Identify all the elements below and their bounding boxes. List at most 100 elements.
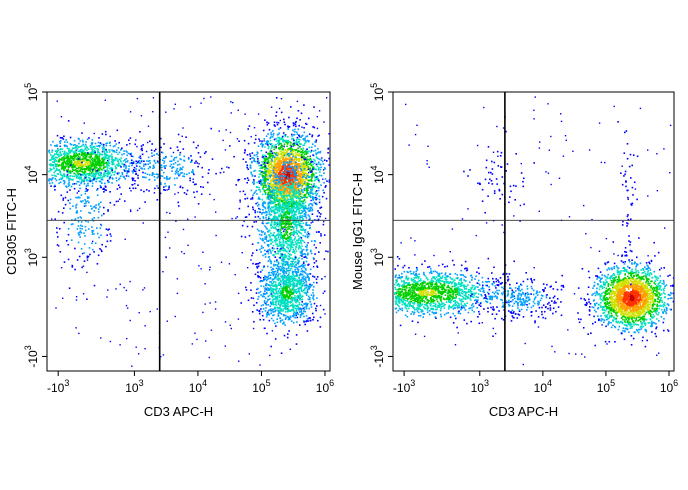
event-dot — [146, 173, 149, 176]
event-dot — [297, 141, 300, 143]
event-dot — [125, 158, 128, 160]
event-dot — [280, 223, 282, 226]
event-dot — [73, 172, 75, 175]
event-dot — [269, 248, 271, 251]
event-dot — [49, 169, 52, 171]
event-dot — [127, 152, 130, 155]
event-dot — [278, 193, 280, 196]
event-dot — [283, 134, 286, 136]
event-dot — [151, 173, 154, 176]
event-dot — [295, 220, 297, 223]
event-dot — [277, 209, 280, 212]
event-dot — [81, 252, 84, 255]
event-dot — [244, 198, 246, 200]
event-dot — [281, 155, 284, 157]
event-dot — [75, 149, 78, 151]
event-dot — [283, 263, 286, 266]
event-dot — [275, 181, 278, 183]
event-dot — [126, 144, 128, 146]
event-dot — [264, 249, 266, 252]
event-dot — [174, 315, 176, 318]
event-dot — [111, 158, 113, 160]
event-dot — [250, 171, 252, 174]
event-dot — [115, 157, 118, 160]
event-dot — [277, 136, 279, 139]
event-dot — [284, 179, 286, 181]
event-dot — [93, 217, 95, 219]
event-dot — [273, 197, 275, 199]
event-dot — [312, 154, 314, 156]
event-dot — [281, 203, 284, 206]
event-dot — [307, 232, 310, 235]
event-dot — [247, 168, 249, 170]
event-dot — [144, 325, 146, 327]
event-dot — [275, 267, 278, 270]
event-dot — [299, 154, 302, 157]
event-dot — [95, 204, 97, 206]
event-dot — [64, 145, 66, 147]
event-dot — [289, 178, 291, 181]
event-dot — [277, 175, 280, 177]
event-dot — [81, 225, 84, 227]
event-dot — [100, 234, 102, 237]
event-dot — [78, 150, 81, 152]
event-dot — [282, 160, 285, 163]
event-dot — [272, 211, 275, 213]
event-dot — [60, 116, 63, 118]
event-dot — [275, 146, 277, 148]
event-dot — [83, 152, 85, 155]
event-dot — [97, 173, 100, 175]
event-dot — [281, 195, 283, 198]
event-dot — [226, 166, 228, 168]
event-dot — [286, 191, 289, 194]
event-dot — [271, 189, 274, 192]
event-dot — [283, 186, 285, 189]
event-dot — [76, 148, 79, 150]
event-dot — [283, 176, 285, 178]
event-dot — [261, 164, 263, 166]
event-dot — [260, 182, 263, 184]
event-dot — [139, 162, 142, 164]
event-dot — [281, 136, 283, 139]
event-dot — [169, 165, 171, 168]
event-dot — [256, 288, 258, 291]
event-dot — [317, 218, 320, 221]
event-dot — [260, 308, 262, 310]
event-dot — [73, 151, 75, 153]
event-dot — [262, 237, 264, 240]
event-dot — [240, 235, 243, 238]
event-dot — [284, 151, 287, 154]
event-dot — [193, 183, 196, 186]
event-dot — [89, 151, 92, 154]
event-dot — [282, 253, 284, 256]
event-dot — [239, 201, 241, 203]
event-dot — [308, 186, 311, 188]
event-dot — [92, 229, 95, 232]
event-dot — [294, 178, 297, 180]
event-dot — [101, 243, 103, 246]
event-dot — [295, 154, 297, 157]
event-dot — [301, 164, 303, 167]
event-dot — [139, 131, 141, 133]
event-dot — [300, 143, 302, 145]
event-dot — [264, 183, 266, 185]
event-dot — [270, 269, 273, 271]
event-dot — [140, 159, 143, 162]
event-dot — [273, 273, 275, 275]
event-dot — [49, 167, 51, 170]
event-dot — [244, 113, 246, 115]
event-dot — [295, 200, 298, 202]
event-dot — [265, 235, 268, 237]
event-dot — [127, 175, 130, 177]
event-dot — [78, 332, 80, 335]
event-dot — [67, 165, 70, 168]
event-dot — [300, 242, 302, 245]
event-dot — [55, 144, 58, 147]
event-dot — [148, 190, 150, 192]
event-dot — [113, 163, 115, 165]
event-dot — [298, 194, 300, 197]
event-dot — [50, 185, 52, 187]
event-dot — [261, 269, 264, 271]
event-dot — [286, 171, 288, 173]
event-dot — [102, 158, 104, 161]
